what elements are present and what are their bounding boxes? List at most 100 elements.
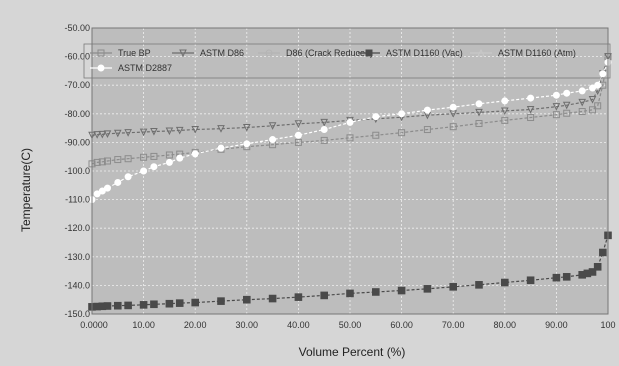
data-point [124, 301, 132, 310]
data-point [103, 157, 111, 165]
y-tick-label: -140.0 [64, 280, 90, 290]
x-tick-label: 90.00 [545, 320, 568, 330]
data-point [562, 273, 571, 281]
data-point [372, 131, 380, 139]
data-point [346, 118, 354, 126]
data-point [588, 96, 597, 104]
legend-item: ASTM D1160 (Vac) [358, 48, 463, 58]
data-point [93, 190, 101, 198]
legend-label: ASTM D1160 (Vac) [386, 48, 463, 58]
data-point [372, 113, 380, 121]
data-point [475, 100, 483, 108]
plot-border [91, 27, 609, 315]
y-tick-label: -80.00 [64, 109, 90, 119]
data-point [475, 120, 483, 128]
data-point [398, 110, 406, 118]
series-4 [88, 231, 612, 311]
series-line [91, 235, 609, 308]
data-point [103, 184, 111, 192]
x-tick-label: 20.00 [184, 320, 207, 330]
data-point [114, 156, 122, 164]
data-point [563, 89, 571, 97]
y-tick-label: -60.00 [64, 52, 90, 62]
data-point [268, 122, 277, 130]
data-point [578, 98, 587, 107]
legend-item: ASTM D1160 (Atm) [470, 48, 576, 58]
data-point [294, 293, 303, 301]
data-point [191, 150, 199, 158]
data-point [114, 301, 122, 310]
data-point [589, 84, 597, 92]
legend-box [83, 43, 611, 79]
data-point [150, 300, 158, 309]
data-point [449, 283, 457, 291]
data-point [294, 120, 303, 128]
data-point [599, 248, 607, 257]
x-tick-label: 80.00 [494, 320, 517, 330]
data-point [372, 288, 380, 296]
legend-item: True BP [90, 48, 151, 58]
x-tick-label: 100 [600, 320, 615, 330]
data-point [589, 106, 597, 114]
data-point [294, 131, 302, 139]
data-point [346, 289, 354, 298]
data-point [593, 263, 602, 271]
x-tick-label: 40.00 [287, 320, 310, 330]
y-axis-title: Temperature(C) [19, 148, 33, 232]
data-point [562, 101, 571, 110]
data-point [140, 153, 148, 161]
data-point [320, 291, 328, 300]
data-point [139, 301, 148, 309]
data-point [103, 130, 112, 138]
data-point [449, 103, 457, 111]
data-point [98, 130, 107, 139]
legend-item: ASTM D2887 [90, 63, 172, 73]
data-point [475, 281, 483, 289]
data-point [243, 140, 251, 148]
y-tick-label: -100.0 [64, 166, 90, 176]
series-1 [88, 53, 612, 168]
data-point [501, 97, 509, 105]
y-tick-label: -50.00 [64, 23, 90, 33]
data-point [423, 285, 432, 293]
x-axis-title: Volume Percent (%) [299, 345, 406, 359]
data-point [397, 286, 406, 295]
data-point [165, 299, 174, 308]
x-tick-label: 60.00 [390, 320, 413, 330]
data-point [346, 134, 354, 142]
y-tick-label: -120.0 [64, 223, 90, 233]
data-point [320, 118, 329, 127]
data-point [578, 108, 586, 116]
legend-item: ASTM D86 [172, 48, 244, 58]
x-tick-label: 0.0000 [80, 320, 108, 330]
x-tick-label: 30.00 [236, 320, 259, 330]
data-point [320, 126, 328, 134]
data-point [139, 128, 148, 137]
data-point [217, 125, 225, 133]
data-point [98, 187, 106, 195]
legend-swatch-marker [265, 49, 273, 57]
legend-label: ASTM D86 [200, 48, 244, 58]
series-6 [88, 58, 612, 204]
data-point [423, 106, 431, 114]
data-point [398, 129, 406, 137]
axis-layer: 0.0000 10.00 20.00 30.00 40.00 50.00 60.00 70.0… [64, 23, 615, 330]
data-point [124, 155, 132, 163]
data-point [594, 102, 602, 110]
y-tick-label: -70.00 [64, 80, 90, 90]
data-point [594, 81, 602, 89]
data-point [191, 126, 200, 134]
data-point [176, 154, 184, 162]
data-point [124, 173, 132, 181]
legend-label: ASTM D1160 (Atm) [498, 48, 576, 58]
legend-item: D86 (Crack Reduced) [258, 48, 373, 58]
data-point [217, 144, 225, 152]
data-point [113, 129, 122, 138]
data-point [423, 126, 431, 134]
data-point [527, 114, 535, 122]
data-point [588, 268, 597, 276]
legend-swatch-marker [97, 49, 105, 57]
data-point [552, 91, 560, 99]
